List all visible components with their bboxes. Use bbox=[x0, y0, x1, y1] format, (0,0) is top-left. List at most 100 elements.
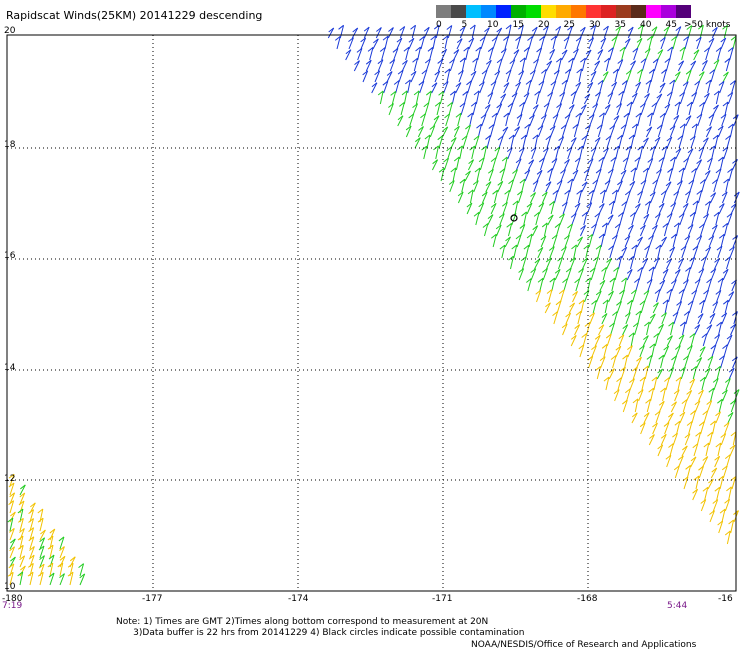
wind-barb bbox=[29, 546, 35, 559]
wind-barb-flag bbox=[589, 312, 595, 318]
wind-barb-flag bbox=[634, 157, 641, 162]
wind-barb bbox=[708, 235, 715, 248]
wind-barb bbox=[714, 134, 719, 149]
wind-barb bbox=[422, 69, 428, 83]
wind-barb bbox=[728, 168, 733, 182]
wind-barb bbox=[621, 47, 626, 61]
wind-barb bbox=[673, 311, 679, 325]
wind-barb-flag bbox=[550, 80, 557, 86]
wind-barb bbox=[452, 167, 457, 182]
wind-barb-flag bbox=[708, 478, 714, 484]
wind-barb bbox=[707, 478, 714, 490]
wind-barb-flag bbox=[485, 59, 492, 65]
wind-barb bbox=[675, 222, 680, 237]
wind-barb bbox=[388, 103, 394, 116]
wind-barb bbox=[39, 537, 46, 550]
wind-barb bbox=[371, 82, 378, 94]
wind-barb bbox=[683, 476, 689, 490]
wind-barb bbox=[363, 26, 370, 39]
wind-barb bbox=[691, 212, 696, 226]
wind-barb bbox=[608, 168, 614, 182]
wind-barb bbox=[623, 157, 629, 171]
wind-barb bbox=[514, 200, 519, 215]
wind-barb bbox=[687, 25, 693, 39]
wind-barb bbox=[673, 191, 680, 204]
wind-barb-flag bbox=[715, 47, 722, 52]
wind-barb-flag bbox=[723, 71, 729, 77]
wind-barb bbox=[405, 125, 412, 138]
wind-barb-flag bbox=[492, 189, 498, 195]
wind-barb bbox=[602, 71, 609, 83]
wind-barb-flag bbox=[673, 114, 680, 120]
wind-barb bbox=[654, 333, 660, 347]
wind-barb-flag bbox=[636, 37, 643, 43]
wind-barb-flag bbox=[578, 268, 584, 273]
wind-barb bbox=[574, 202, 581, 215]
wind-barb-flag bbox=[611, 189, 618, 195]
wind-barb-flag bbox=[672, 432, 678, 438]
wind-barb-flag bbox=[18, 518, 24, 523]
wind-barb-flag bbox=[665, 454, 672, 460]
wind-barb bbox=[636, 236, 643, 248]
wind-barb-flag bbox=[689, 135, 696, 141]
wind-barb bbox=[570, 335, 577, 347]
colorbar-segment bbox=[646, 5, 661, 18]
wind-barb-flag bbox=[692, 488, 698, 494]
wind-barb bbox=[652, 302, 659, 314]
colorbar-segment bbox=[676, 5, 691, 18]
wind-barb bbox=[519, 25, 524, 39]
wind-barb-flag bbox=[516, 113, 523, 119]
wind-barb bbox=[540, 36, 545, 50]
wind-barb-flag bbox=[649, 145, 656, 151]
wind-barb-flag bbox=[579, 26, 586, 32]
wind-barb bbox=[383, 81, 389, 94]
wind-barb bbox=[665, 58, 671, 72]
wind-barb bbox=[707, 157, 713, 171]
wind-barb-flag bbox=[490, 80, 497, 86]
wind-barb-flag bbox=[521, 211, 527, 217]
wind-barb-flag bbox=[639, 300, 646, 306]
wind-barb-flag bbox=[685, 69, 692, 75]
wind-barb bbox=[615, 146, 620, 160]
wind-barb bbox=[611, 157, 617, 171]
wind-barb-flag bbox=[647, 158, 654, 163]
wind-barb-flag bbox=[613, 115, 620, 121]
wind-barb-flag bbox=[629, 180, 636, 186]
wind-barb bbox=[707, 278, 713, 292]
wind-barb-flag bbox=[732, 235, 738, 240]
wind-barb bbox=[654, 257, 660, 270]
wind-barb-flag bbox=[675, 376, 682, 382]
wind-barb bbox=[679, 92, 685, 105]
wind-barb bbox=[457, 113, 462, 127]
wind-barb-flag bbox=[692, 245, 699, 251]
wind-barb-flag bbox=[728, 291, 735, 297]
wind-barb bbox=[674, 71, 681, 83]
wind-barb bbox=[616, 301, 622, 314]
wind-barb-flag bbox=[603, 376, 610, 382]
wind-barb bbox=[710, 268, 717, 281]
wind-barb bbox=[700, 102, 705, 116]
wind-barb-flag bbox=[627, 299, 633, 305]
wind-barb-flag bbox=[412, 57, 418, 63]
wind-barb-flag bbox=[604, 57, 610, 63]
wind-barb bbox=[477, 124, 482, 138]
wind-barb-flag bbox=[433, 24, 440, 30]
colorbar-label: 25 bbox=[563, 20, 575, 30]
wind-barb-flag bbox=[730, 323, 736, 329]
wind-barb bbox=[689, 378, 696, 391]
wind-barb-flag bbox=[636, 356, 642, 362]
wind-barb bbox=[381, 47, 386, 61]
wind-barb-flag bbox=[720, 113, 727, 119]
colorbar-segment bbox=[481, 5, 496, 18]
wind-barb-flag bbox=[684, 433, 691, 439]
wind-barb-flag bbox=[505, 236, 511, 242]
wind-barb-flag bbox=[686, 101, 693, 107]
wind-barb-flag bbox=[717, 398, 723, 404]
wind-barb bbox=[620, 366, 626, 380]
wind-barb-flag bbox=[547, 214, 554, 220]
wind-barb-flag bbox=[673, 465, 680, 471]
wind-barb bbox=[391, 91, 397, 105]
wind-barb bbox=[651, 343, 656, 358]
wind-barb-flag bbox=[727, 412, 734, 417]
wind-barb-flag bbox=[644, 48, 651, 53]
